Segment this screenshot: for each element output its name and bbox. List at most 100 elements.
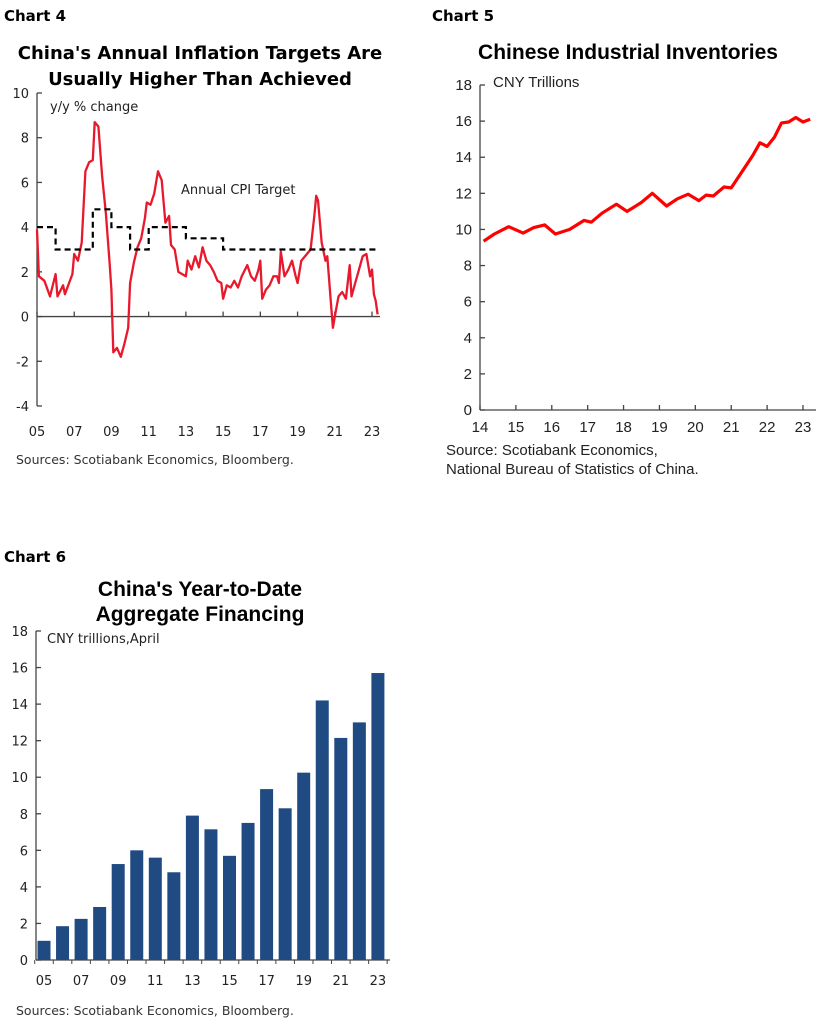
x-tick-label: 17 [252,425,269,440]
y-tick-label: 12 [455,185,472,202]
x-tick-label: 19 [289,425,306,440]
x-tick-label: 21 [327,425,344,440]
x-tick-label: 07 [66,425,83,440]
bar-13 [185,815,199,960]
chart-6: Chart 6 China's Year-to-Date Aggregate F… [4,548,390,1018]
y-tick-label: 4 [20,881,28,896]
y-tick-label: 16 [11,662,28,677]
x-tick-label: 07 [73,974,90,989]
y-tick-label: 6 [464,294,472,311]
y-tick-label: 12 [11,735,28,750]
bar-09 [111,864,125,960]
chart-label: Chart 6 [4,548,66,566]
y-tick-label: 2 [464,366,472,383]
chart-source: Sources: Scotiabank Economics, Bloomberg… [16,452,294,467]
x-tick-label: 23 [370,974,387,989]
bar-22 [352,722,366,960]
cpi-line [35,120,379,358]
y-tick-label: 2 [20,917,28,932]
y-tick-label: 8 [20,808,28,823]
x-tick-label: 22 [759,419,776,436]
inventories-line [482,115,811,243]
x-tick-label: 13 [184,974,201,989]
y-tick-label: 10 [11,771,28,786]
x-tick-label: 14 [472,419,489,436]
bar-05 [37,940,51,960]
y-tick-label: -2 [16,355,29,370]
bar-23 [371,673,385,960]
x-tick-label: 05 [36,974,53,989]
y-tick-label: 14 [11,698,28,713]
bar-14 [204,829,218,960]
x-tick-label: 15 [508,419,525,436]
bar-08 [93,906,107,960]
x-tick-label: 21 [333,974,350,989]
chart-title-line2: Aggregate Financing [96,603,305,626]
chart-label: Chart 5 [432,7,494,25]
y-tick-label: 4 [21,221,29,236]
x-tick-label: 23 [795,419,812,436]
x-tick-label: 17 [579,419,596,436]
y-axis-label: CNY Trillions [493,74,579,91]
x-tick-label: 09 [110,974,127,989]
x-tick-label: 15 [221,974,238,989]
bar-06 [56,926,70,960]
y-tick-label: 8 [464,258,472,275]
x-tick-label: 19 [295,974,312,989]
y-axis-label: y/y % change [50,100,138,115]
y-tick-label: -4 [16,400,29,415]
chart-title: Chinese Industrial Inventories [478,41,778,64]
x-tick-label: 23 [364,425,381,440]
y-tick-label: 6 [21,176,29,191]
x-tick-label: 20 [687,419,704,436]
x-tick-label: 21 [723,419,740,436]
x-tick-label: 17 [258,974,275,989]
chart-title-line2: Usually Higher Than Achieved [48,69,352,90]
chart-source-line1: Source: Scotiabank Economics, [446,442,658,459]
x-tick-label: 15 [215,425,232,440]
chart-source-line2: National Bureau of Statistics of China. [446,461,699,478]
x-tick-label: 19 [651,419,668,436]
chart-5: Chart 5 Chinese Industrial Inventories C… [432,7,816,478]
bar-20 [315,700,329,960]
x-tick-label: 16 [543,419,560,436]
x-tick-label: 18 [615,419,632,436]
chart-title-line1: China's Year-to-Date [98,578,302,601]
bar-18 [278,808,292,960]
y-tick-label: 16 [455,113,472,130]
bar-07 [74,918,88,960]
bar-12 [167,872,181,960]
chart-source: Sources: Scotiabank Economics, Bloomberg… [16,1003,294,1018]
y-tick-label: 0 [464,402,472,419]
bar-11 [148,857,162,960]
y-tick-label: 14 [455,149,472,166]
y-tick-label: 6 [20,844,28,859]
y-tick-label: 18 [11,625,28,640]
x-tick-label: 09 [103,425,120,440]
y-axis-label: CNY trillions,April [47,632,160,647]
y-tick-label: 8 [21,132,29,147]
y-tick-label: 10 [455,221,472,238]
chart-label: Chart 4 [4,7,66,25]
y-tick-label: 0 [21,311,29,326]
cpi-target-line [37,208,378,251]
y-tick-label: 10 [12,87,29,102]
y-tick-label: 18 [455,77,472,94]
y-tick-label: 2 [21,266,29,281]
x-tick-label: 11 [147,974,164,989]
y-tick-label: 4 [464,330,472,347]
chart-4: Chart 4 China's Annual Inflation Targets… [4,7,382,467]
bar-17 [260,789,274,960]
bar-21 [334,737,348,960]
bar-15 [223,855,236,960]
bar-19 [297,772,311,960]
target-annotation: Annual CPI Target [181,183,295,198]
y-tick-label: 0 [20,954,28,969]
chart-title-line1: China's Annual Inflation Targets Are [18,43,383,64]
bar-16 [241,822,255,960]
x-tick-label: 05 [29,425,46,440]
bar-10 [130,850,144,960]
x-tick-label: 11 [140,425,157,440]
x-tick-label: 13 [178,425,195,440]
